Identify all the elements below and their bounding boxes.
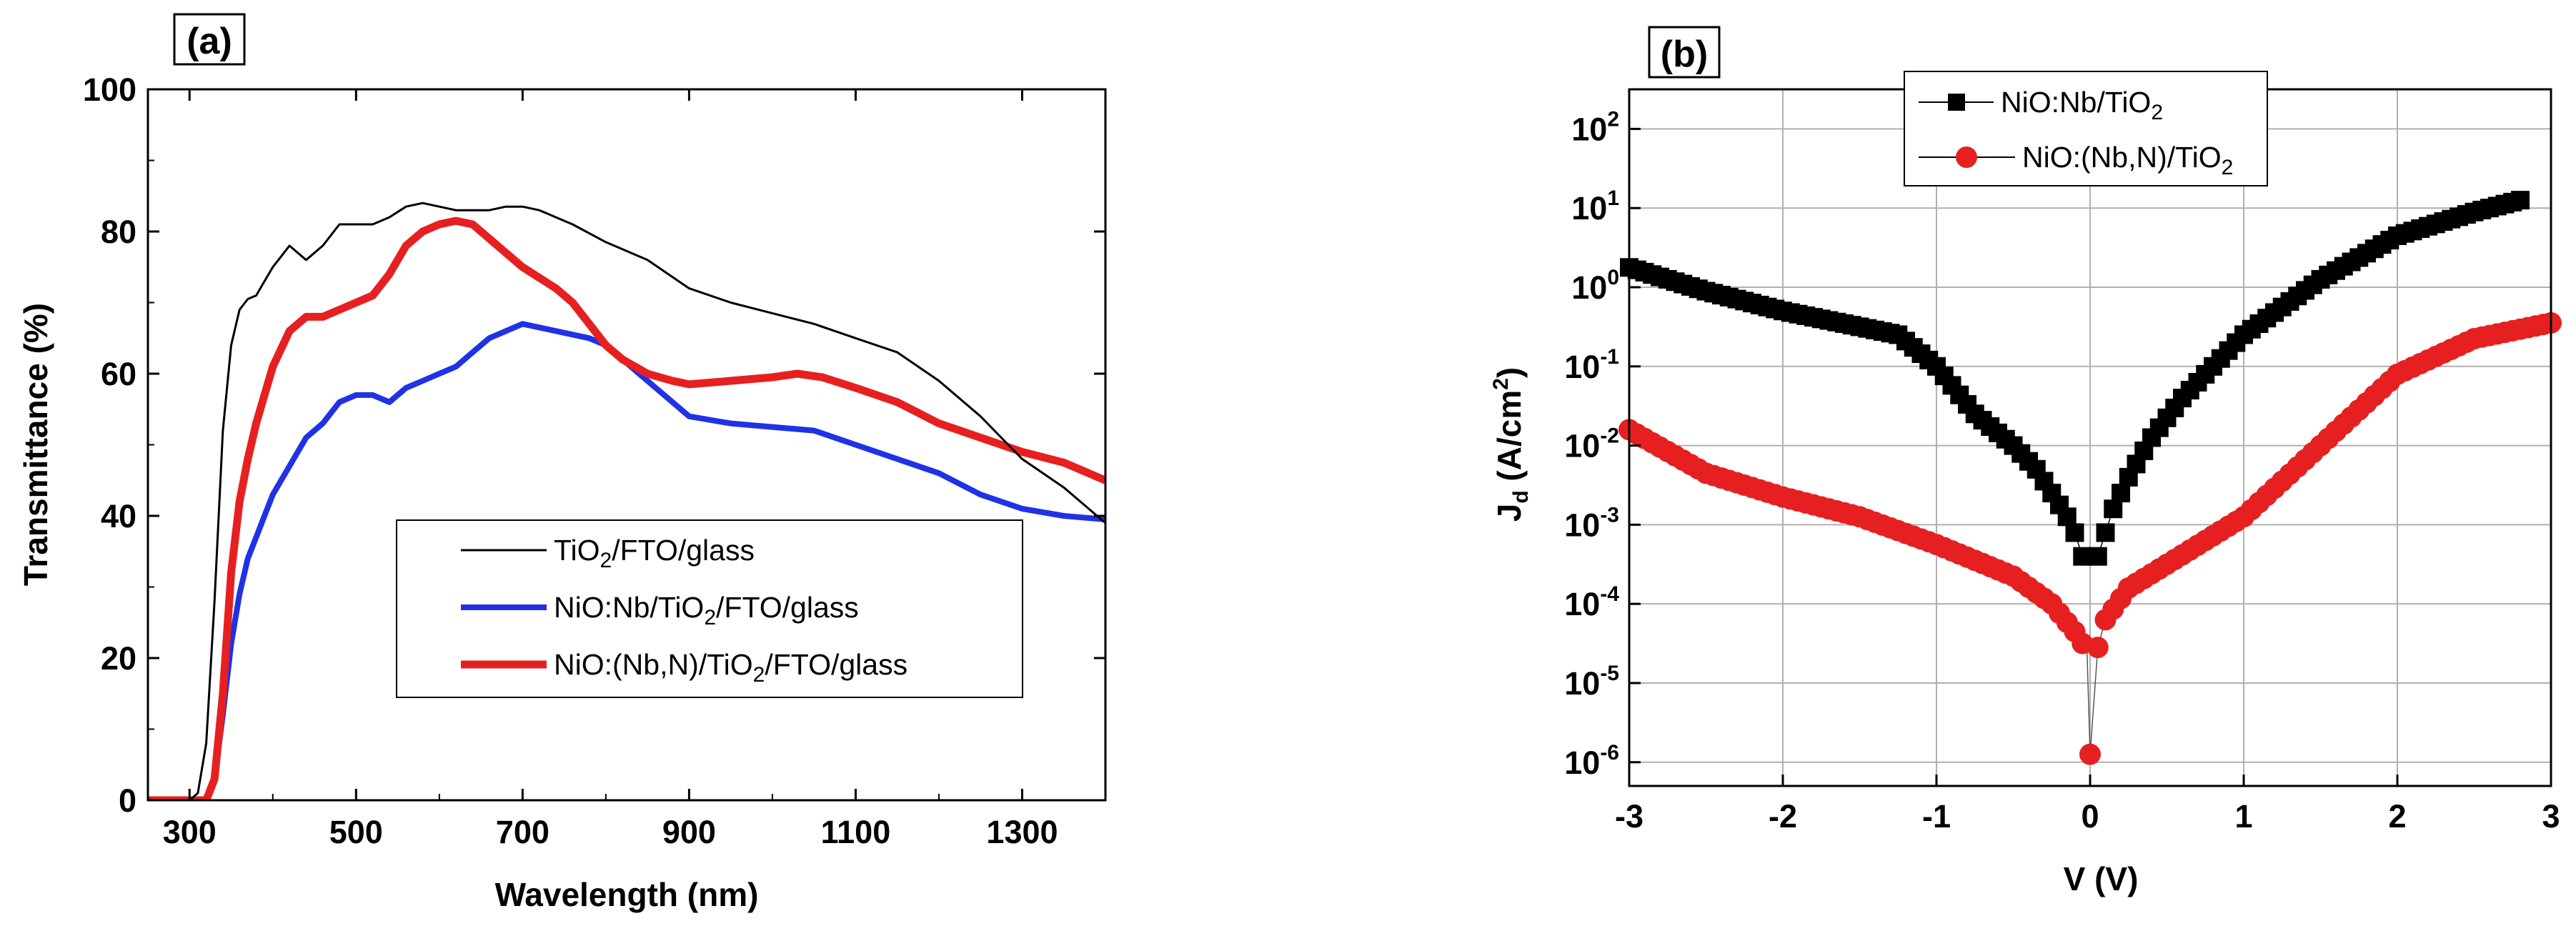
- panel-b-label: (b): [1661, 34, 1708, 75]
- legend-label-b-nio-nb: NiO:Nb/TiO2: [2001, 86, 2163, 124]
- x-tick-label: 700: [496, 814, 549, 850]
- x-tick-label: 1300: [986, 814, 1058, 850]
- data-point-square: [2057, 507, 2077, 527]
- y-tick-label: 100: [1571, 266, 1619, 306]
- panel-a-label: (a): [187, 21, 232, 62]
- x-tick-label: 1: [2234, 798, 2252, 835]
- x-tick-label: 2: [2388, 798, 2406, 835]
- x-tick-label: 900: [662, 814, 716, 850]
- panel-b-plot-area: [1618, 191, 2562, 765]
- y-tick-label: 40: [101, 498, 136, 534]
- legend-label-nio-nb: NiO:Nb/TiO2/FTO/glass: [554, 591, 859, 629]
- legend-marker-square: [1948, 94, 1965, 111]
- panel-a-legend: TiO2/FTO/glass NiO:Nb/TiO2/FTO/glass NiO…: [396, 519, 1023, 698]
- panel-a-plot-area: [148, 201, 1105, 800]
- x-tick-label: 1100: [821, 814, 891, 850]
- legend-label-tio2: TiO2/FTO/glass: [554, 534, 755, 572]
- series-line-tio2: [148, 201, 1105, 800]
- panel-a: 300 500 700 900 1100 1300 0 20 40 60 80 100 (a) Wav…: [17, 13, 1107, 913]
- legend-label-b-nio-nbn: NiO:(Nb,N)/TiO2: [2022, 141, 2233, 179]
- data-point-square: [2088, 547, 2107, 566]
- panel-a-y-axis-title: Transmittance (%): [17, 303, 54, 586]
- data-point-square: [2096, 523, 2115, 542]
- panel-b-x-axis-title: V (V): [2064, 860, 2139, 897]
- series-line-nio-nbn: [148, 216, 1105, 800]
- y-tick-label: 10-4: [1564, 582, 1619, 622]
- y-tick-label: 101: [1571, 186, 1619, 226]
- x-tick-label: -1: [1922, 798, 1951, 835]
- legend-label-nio-nbn: NiO:(Nb,N)/TiO2/FTO/glass: [554, 648, 907, 687]
- data-point-square: [2065, 523, 2084, 542]
- panel-b-ticks: -3 -2 -1 0 1 2 3 10-6 10-5 10-4 10-3 10-2 10-1 100 101…: [1564, 107, 2560, 835]
- panel-b-y-axis-title: Jd (A/cm2): [1489, 367, 1533, 522]
- x-tick-label: -2: [1769, 798, 1797, 835]
- x-tick-label: 0: [2081, 798, 2099, 835]
- x-tick-label: 500: [329, 814, 383, 850]
- x-tick-label: 300: [163, 814, 217, 850]
- panel-a-ticks: 300 500 700 900 1100 1300 0 20 40 60 80 100: [83, 71, 1106, 850]
- data-point-circle: [2087, 637, 2109, 659]
- x-tick-label: 3: [2542, 798, 2560, 835]
- y-tick-label: 80: [101, 214, 136, 250]
- data-point-square: [2511, 191, 2530, 210]
- series-line-nio-nb: [148, 321, 1105, 800]
- y-tick-label: 60: [101, 356, 136, 392]
- panel-b-legend: NiO:Nb/TiO2 NiO:(Nb,N)/TiO2: [1904, 71, 2268, 186]
- y-tick-label: 10-3: [1564, 503, 1619, 543]
- panel-a-label-box: [173, 13, 246, 66]
- y-tick-label: 0: [119, 782, 136, 819]
- panel-b-grid: [1628, 89, 2552, 786]
- y-tick-label: 10-2: [1564, 424, 1619, 464]
- data-point-square: [2104, 499, 2123, 519]
- y-tick-label: 102: [1571, 107, 1619, 147]
- data-point-circle: [2079, 743, 2101, 765]
- y-tick-label: 10-1: [1564, 345, 1619, 385]
- y-tick-label: 10-6: [1564, 741, 1619, 781]
- panel-a-x-axis-title: Wavelength (nm): [495, 876, 759, 913]
- y-tick-label: 10-5: [1564, 662, 1619, 702]
- panel-b: -3 -2 -1 0 1 2 3 10-6 10-5 10-4 10-3 10-2 10-1 100 101…: [1489, 26, 2562, 897]
- y-tick-label: 100: [83, 71, 136, 108]
- panel-b-label-box: [1648, 26, 1721, 79]
- x-tick-label: -3: [1615, 798, 1643, 835]
- legend-marker-circle: [1956, 146, 1977, 168]
- y-tick-label: 20: [101, 640, 136, 677]
- data-point-square: [2112, 484, 2130, 503]
